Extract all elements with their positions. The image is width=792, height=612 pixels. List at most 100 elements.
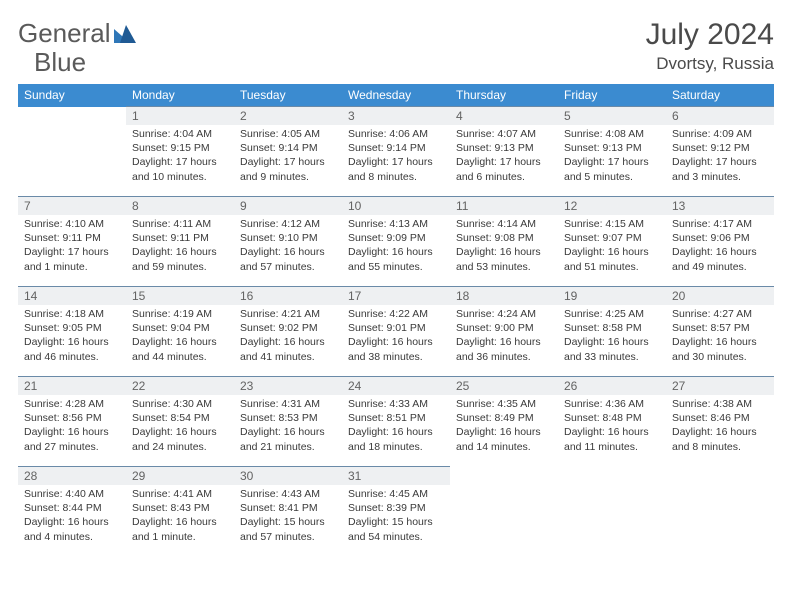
day-number: 23	[234, 377, 342, 395]
calendar-week-row: 21Sunrise: 4:28 AMSunset: 8:56 PMDayligh…	[18, 377, 774, 467]
day-number: 9	[234, 197, 342, 215]
day-details: Sunrise: 4:15 AMSunset: 9:07 PMDaylight:…	[558, 215, 666, 278]
day-details: Sunrise: 4:13 AMSunset: 9:09 PMDaylight:…	[342, 215, 450, 278]
day-number: 3	[342, 107, 450, 125]
calendar-day-cell: 26Sunrise: 4:36 AMSunset: 8:48 PMDayligh…	[558, 377, 666, 467]
day-details: Sunrise: 4:33 AMSunset: 8:51 PMDaylight:…	[342, 395, 450, 458]
calendar-day-cell: 18Sunrise: 4:24 AMSunset: 9:00 PMDayligh…	[450, 287, 558, 377]
day-number: 5	[558, 107, 666, 125]
weekday-header: Monday	[126, 84, 234, 107]
calendar-table: SundayMondayTuesdayWednesdayThursdayFrid…	[18, 84, 774, 557]
calendar-day-cell: 16Sunrise: 4:21 AMSunset: 9:02 PMDayligh…	[234, 287, 342, 377]
day-details: Sunrise: 4:07 AMSunset: 9:13 PMDaylight:…	[450, 125, 558, 188]
weekday-header: Tuesday	[234, 84, 342, 107]
calendar-day-cell: 10Sunrise: 4:13 AMSunset: 9:09 PMDayligh…	[342, 197, 450, 287]
day-number: 26	[558, 377, 666, 395]
calendar-day-cell: 28Sunrise: 4:40 AMSunset: 8:44 PMDayligh…	[18, 467, 126, 557]
day-number: 7	[18, 197, 126, 215]
day-details: Sunrise: 4:38 AMSunset: 8:46 PMDaylight:…	[666, 395, 774, 458]
calendar-day-cell: 7Sunrise: 4:10 AMSunset: 9:11 PMDaylight…	[18, 197, 126, 287]
calendar-day-cell: 23Sunrise: 4:31 AMSunset: 8:53 PMDayligh…	[234, 377, 342, 467]
calendar-day-cell: 31Sunrise: 4:45 AMSunset: 8:39 PMDayligh…	[342, 467, 450, 557]
day-details: Sunrise: 4:43 AMSunset: 8:41 PMDaylight:…	[234, 485, 342, 548]
day-number: 22	[126, 377, 234, 395]
day-details: Sunrise: 4:40 AMSunset: 8:44 PMDaylight:…	[18, 485, 126, 548]
day-number: 6	[666, 107, 774, 125]
calendar-day-cell: 12Sunrise: 4:15 AMSunset: 9:07 PMDayligh…	[558, 197, 666, 287]
day-details: Sunrise: 4:12 AMSunset: 9:10 PMDaylight:…	[234, 215, 342, 278]
page-header: General July 2024 Dvortsy, Russia	[18, 18, 774, 74]
calendar-day-cell: 22Sunrise: 4:30 AMSunset: 8:54 PMDayligh…	[126, 377, 234, 467]
brand-part2: Blue	[34, 47, 86, 78]
day-details: Sunrise: 4:28 AMSunset: 8:56 PMDaylight:…	[18, 395, 126, 458]
day-number	[666, 467, 774, 485]
day-number: 25	[450, 377, 558, 395]
calendar-week-row: 28Sunrise: 4:40 AMSunset: 8:44 PMDayligh…	[18, 467, 774, 557]
calendar-week-row: 1Sunrise: 4:04 AMSunset: 9:15 PMDaylight…	[18, 107, 774, 197]
calendar-week-row: 7Sunrise: 4:10 AMSunset: 9:11 PMDaylight…	[18, 197, 774, 287]
calendar-day-cell: 2Sunrise: 4:05 AMSunset: 9:14 PMDaylight…	[234, 107, 342, 197]
weekday-header: Sunday	[18, 84, 126, 107]
day-details: Sunrise: 4:04 AMSunset: 9:15 PMDaylight:…	[126, 125, 234, 188]
day-details: Sunrise: 4:41 AMSunset: 8:43 PMDaylight:…	[126, 485, 234, 548]
day-number	[558, 467, 666, 485]
day-details: Sunrise: 4:30 AMSunset: 8:54 PMDaylight:…	[126, 395, 234, 458]
day-number: 28	[18, 467, 126, 485]
calendar-day-cell: 5Sunrise: 4:08 AMSunset: 9:13 PMDaylight…	[558, 107, 666, 197]
calendar-day-cell: 11Sunrise: 4:14 AMSunset: 9:08 PMDayligh…	[450, 197, 558, 287]
calendar-day-cell: 15Sunrise: 4:19 AMSunset: 9:04 PMDayligh…	[126, 287, 234, 377]
calendar-day-cell	[18, 107, 126, 197]
day-details: Sunrise: 4:08 AMSunset: 9:13 PMDaylight:…	[558, 125, 666, 188]
calendar-day-cell: 1Sunrise: 4:04 AMSunset: 9:15 PMDaylight…	[126, 107, 234, 197]
day-number: 15	[126, 287, 234, 305]
calendar-day-cell: 4Sunrise: 4:07 AMSunset: 9:13 PMDaylight…	[450, 107, 558, 197]
day-details: Sunrise: 4:14 AMSunset: 9:08 PMDaylight:…	[450, 215, 558, 278]
day-number: 21	[18, 377, 126, 395]
day-details: Sunrise: 4:45 AMSunset: 8:39 PMDaylight:…	[342, 485, 450, 548]
day-details: Sunrise: 4:36 AMSunset: 8:48 PMDaylight:…	[558, 395, 666, 458]
day-number: 8	[126, 197, 234, 215]
day-details: Sunrise: 4:21 AMSunset: 9:02 PMDaylight:…	[234, 305, 342, 368]
day-number: 13	[666, 197, 774, 215]
day-number: 18	[450, 287, 558, 305]
weekday-header: Friday	[558, 84, 666, 107]
brand-logo: General	[18, 18, 136, 49]
day-number: 4	[450, 107, 558, 125]
day-details: Sunrise: 4:18 AMSunset: 9:05 PMDaylight:…	[18, 305, 126, 368]
calendar-day-cell: 13Sunrise: 4:17 AMSunset: 9:06 PMDayligh…	[666, 197, 774, 287]
day-number: 19	[558, 287, 666, 305]
day-number: 29	[126, 467, 234, 485]
day-number: 2	[234, 107, 342, 125]
calendar-day-cell	[666, 467, 774, 557]
day-number	[18, 107, 126, 125]
day-details: Sunrise: 4:05 AMSunset: 9:14 PMDaylight:…	[234, 125, 342, 188]
day-number: 12	[558, 197, 666, 215]
calendar-week-row: 14Sunrise: 4:18 AMSunset: 9:05 PMDayligh…	[18, 287, 774, 377]
day-number: 24	[342, 377, 450, 395]
calendar-day-cell: 8Sunrise: 4:11 AMSunset: 9:11 PMDaylight…	[126, 197, 234, 287]
day-details: Sunrise: 4:10 AMSunset: 9:11 PMDaylight:…	[18, 215, 126, 278]
calendar-day-cell: 20Sunrise: 4:27 AMSunset: 8:57 PMDayligh…	[666, 287, 774, 377]
day-details: Sunrise: 4:06 AMSunset: 9:14 PMDaylight:…	[342, 125, 450, 188]
title-block: July 2024 Dvortsy, Russia	[646, 18, 774, 74]
calendar-day-cell: 30Sunrise: 4:43 AMSunset: 8:41 PMDayligh…	[234, 467, 342, 557]
weekday-header-row: SundayMondayTuesdayWednesdayThursdayFrid…	[18, 84, 774, 107]
day-number: 11	[450, 197, 558, 215]
calendar-day-cell	[450, 467, 558, 557]
day-details: Sunrise: 4:31 AMSunset: 8:53 PMDaylight:…	[234, 395, 342, 458]
day-details: Sunrise: 4:35 AMSunset: 8:49 PMDaylight:…	[450, 395, 558, 458]
calendar-day-cell: 25Sunrise: 4:35 AMSunset: 8:49 PMDayligh…	[450, 377, 558, 467]
weekday-header: Wednesday	[342, 84, 450, 107]
calendar-day-cell: 27Sunrise: 4:38 AMSunset: 8:46 PMDayligh…	[666, 377, 774, 467]
calendar-day-cell: 21Sunrise: 4:28 AMSunset: 8:56 PMDayligh…	[18, 377, 126, 467]
calendar-day-cell: 19Sunrise: 4:25 AMSunset: 8:58 PMDayligh…	[558, 287, 666, 377]
day-details: Sunrise: 4:24 AMSunset: 9:00 PMDaylight:…	[450, 305, 558, 368]
brand-part1: General	[18, 18, 111, 49]
calendar-day-cell: 9Sunrise: 4:12 AMSunset: 9:10 PMDaylight…	[234, 197, 342, 287]
day-details: Sunrise: 4:22 AMSunset: 9:01 PMDaylight:…	[342, 305, 450, 368]
day-number: 14	[18, 287, 126, 305]
calendar-day-cell: 29Sunrise: 4:41 AMSunset: 8:43 PMDayligh…	[126, 467, 234, 557]
day-number: 27	[666, 377, 774, 395]
calendar-day-cell: 24Sunrise: 4:33 AMSunset: 8:51 PMDayligh…	[342, 377, 450, 467]
day-details: Sunrise: 4:25 AMSunset: 8:58 PMDaylight:…	[558, 305, 666, 368]
